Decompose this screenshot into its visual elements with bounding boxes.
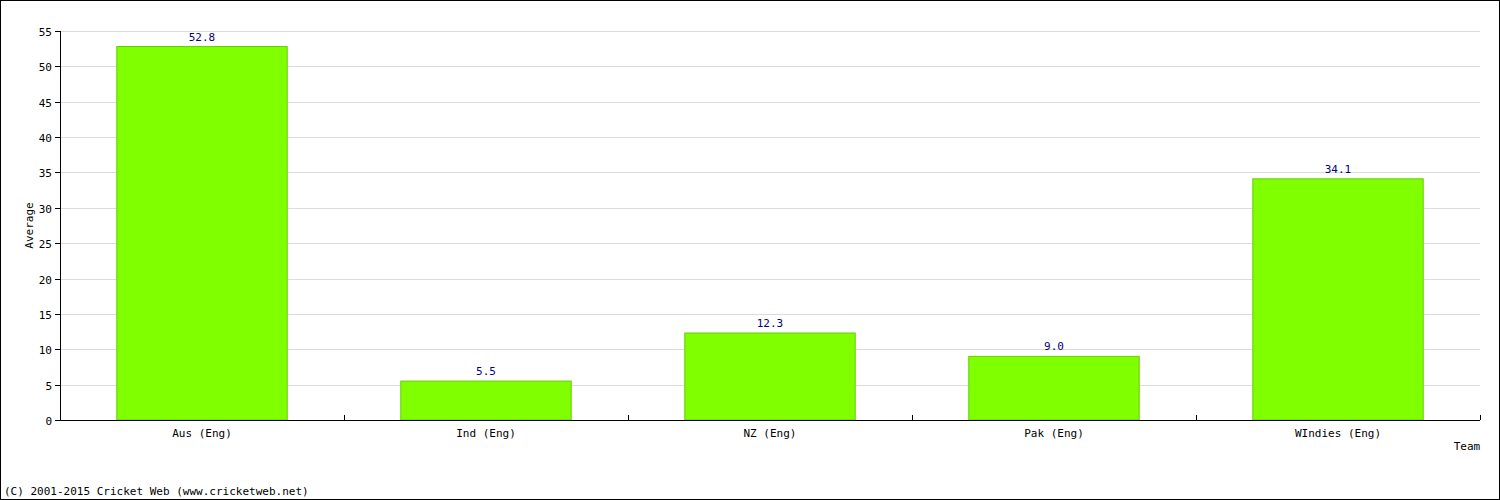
bar xyxy=(1253,179,1423,420)
y-tick-label: 0 xyxy=(45,415,52,428)
y-tick xyxy=(55,279,60,280)
data-label: 34.1 xyxy=(1325,163,1352,176)
data-label: 12.3 xyxy=(757,317,784,330)
y-tick-label: 25 xyxy=(39,238,52,251)
y-tick xyxy=(55,31,60,32)
y-axis xyxy=(60,31,61,420)
chart: 0 5 10 15 20 25 30 35 40 45 50 55 52.8 5.5 12.3 9.0 34.1… xyxy=(0,0,1500,500)
bar xyxy=(117,47,287,420)
y-axis-label: Average xyxy=(23,202,36,248)
y-tick xyxy=(55,243,60,244)
x-band-tick xyxy=(344,415,345,420)
grid-line xyxy=(60,420,1480,421)
grid-line xyxy=(60,31,1480,32)
x-tick-label: Ind (Eng) xyxy=(456,427,516,440)
frame xyxy=(1,1,1500,500)
x-tick-label: Pak (Eng) xyxy=(1024,427,1084,440)
y-tick xyxy=(55,385,60,386)
x-band-tick xyxy=(1480,415,1481,420)
y-tick xyxy=(55,137,60,138)
y-tick-label: 10 xyxy=(39,344,52,357)
y-tick xyxy=(55,208,60,209)
x-tick-label: Aus (Eng) xyxy=(172,427,232,440)
bar xyxy=(969,356,1139,420)
y-tick-label: 35 xyxy=(39,167,52,180)
y-tick xyxy=(55,66,60,67)
data-label: 5.5 xyxy=(476,365,496,378)
y-tick-label: 40 xyxy=(39,132,52,145)
x-band-tick xyxy=(1196,415,1197,420)
x-axis xyxy=(60,420,1480,421)
bar xyxy=(685,333,855,420)
x-tick-label: NZ (Eng) xyxy=(744,427,797,440)
y-tick xyxy=(55,314,60,315)
x-tick-label: WIndies (Eng) xyxy=(1295,427,1381,440)
bars xyxy=(117,47,1423,420)
x-band-tick xyxy=(912,415,913,420)
y-tick-label: 5 xyxy=(45,380,52,393)
y-tick-label: 55 xyxy=(39,26,52,39)
data-label: 9.0 xyxy=(1044,340,1064,353)
footer-note: (C) 2001-2015 Cricket Web (www.cricketwe… xyxy=(4,485,309,498)
y-tick xyxy=(55,349,60,350)
y-tick xyxy=(55,102,60,103)
y-tick-label: 15 xyxy=(39,309,52,322)
y-tick-label: 50 xyxy=(39,61,52,74)
data-label: 52.8 xyxy=(189,31,216,44)
y-tick-label: 20 xyxy=(39,274,52,287)
y-tick-label: 30 xyxy=(39,203,52,216)
x-band-tick xyxy=(628,415,629,420)
y-tick xyxy=(55,420,60,421)
y-tick-label: 45 xyxy=(39,97,52,110)
bar xyxy=(401,381,571,420)
y-tick xyxy=(55,172,60,173)
x-axis-label: Team xyxy=(1454,440,1481,453)
